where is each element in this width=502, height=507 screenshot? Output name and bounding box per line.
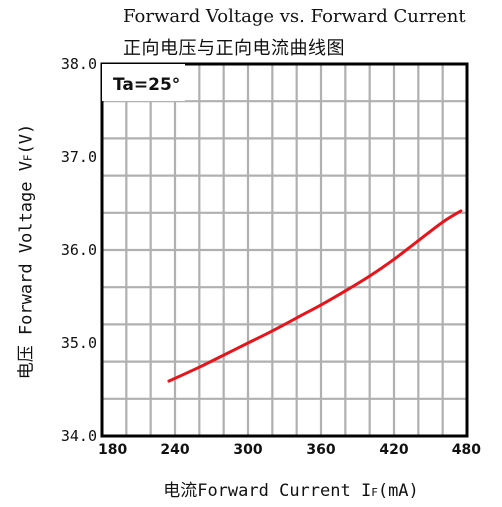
x-axis-label-sub: F: [371, 486, 378, 499]
x-tick-label: 300: [233, 442, 262, 458]
y-axis-ticks: 34.0 35.0 36.0 37.0 38.0: [61, 55, 97, 445]
x-tick-label: 480: [452, 442, 481, 458]
x-axis-ticks: 180 240 300 360 420 480: [98, 442, 481, 458]
x-tick-label: 180: [98, 442, 127, 458]
grid: [102, 64, 467, 436]
x-axis-label-unit: (mA): [377, 481, 419, 501]
y-tick-label: 38.0: [61, 55, 97, 73]
y-tick-label: 34.0: [61, 427, 97, 445]
annotation-label: Ta=25°: [113, 75, 180, 95]
series-line: [167, 209, 463, 383]
y-axis-label-unit: (V): [16, 123, 37, 155]
y-tick-label: 36.0: [61, 241, 97, 259]
y-axis-label-main: 电压 Forward Voltage V: [16, 161, 37, 380]
y-tick-label: 35.0: [61, 334, 97, 352]
x-axis-label: 电流Forward Current IF(mA): [0, 476, 502, 501]
chart-title: Forward Voltage vs. Forward Current: [123, 6, 466, 27]
x-tick-label: 360: [306, 442, 335, 458]
y-axis-label-sub: F: [21, 154, 35, 162]
chart-subtitle: 正向电压与正向电流曲线图: [123, 38, 345, 59]
x-tick-label: 420: [379, 442, 408, 458]
x-tick-label: 240: [160, 442, 189, 458]
annotation-box: [102, 64, 185, 101]
y-tick-label: 37.0: [61, 148, 97, 166]
plot-frame: [100, 62, 469, 438]
x-axis-label-main: 电流Forward Current I: [163, 481, 372, 501]
y-axis-label: 电压 Forward Voltage VF(V): [12, 102, 37, 402]
